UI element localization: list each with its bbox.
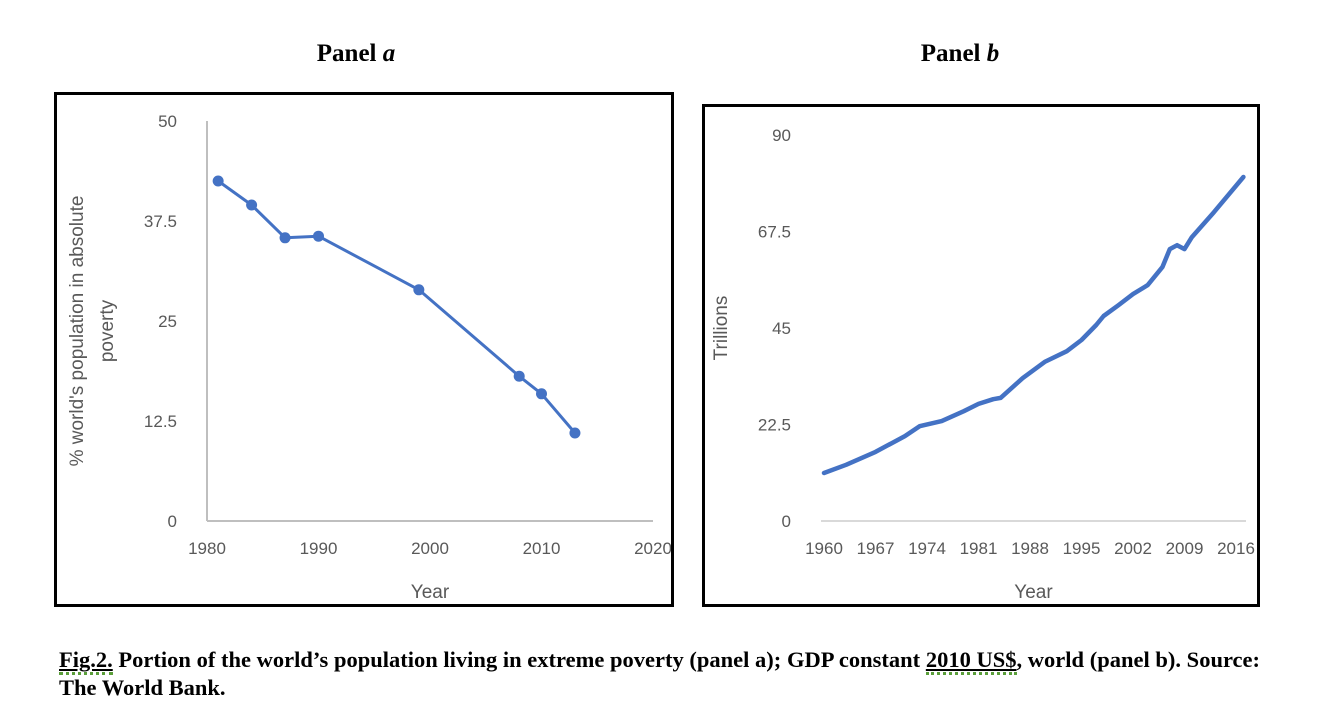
panel-b-title: Panel b	[810, 40, 1110, 68]
panel-b-title-prefix: Panel	[920, 40, 987, 67]
caption-underlined-currency: 2010 US$	[925, 647, 1017, 675]
y-tick-label: 37.5	[144, 212, 177, 231]
caption-fig-label: Fig.2.	[59, 647, 113, 675]
data-point	[313, 230, 324, 242]
y-tick-label: 12.5	[144, 412, 177, 431]
x-tick-label: 2000	[411, 539, 449, 558]
x-tick-label: 2002	[1114, 539, 1152, 558]
x-tick-label: 1980	[188, 539, 226, 558]
data-point	[569, 427, 581, 439]
caption-text-2: , world (panel b). Source: The World Ban…	[59, 647, 1261, 700]
y-tick-label: 0	[782, 512, 791, 531]
y-tick-label: 25	[158, 312, 177, 331]
panel-a-chart-frame: 0 12.5 25 37.5 50 1980 1990 2000 2010 2020 Year % w…	[54, 92, 674, 607]
x-tick-label: 1990	[300, 539, 338, 558]
data-point	[536, 388, 547, 400]
data-point	[212, 175, 224, 187]
x-tick-label: 2016	[1217, 539, 1255, 558]
x-tick-label: 1960	[805, 539, 843, 558]
y-axis-title-line-2: poverty	[97, 299, 118, 362]
panel-a-chart: 0 12.5 25 37.5 50 1980 1990 2000 2010 2020 Year % w…	[67, 112, 672, 603]
series-line	[821, 174, 1246, 476]
caption-text-1: Portion of the world’s population living…	[112, 647, 926, 672]
x-axis-title: Year	[411, 582, 450, 603]
y-tick-label: 50	[158, 112, 177, 131]
data-point	[513, 370, 525, 382]
x-tick-label: 2010	[523, 539, 561, 558]
y-axis-title: % world's population in absolute poverty	[67, 196, 118, 467]
x-tick-label: 2009	[1166, 539, 1204, 558]
y-axis-title-line-1: % world's population in absolute	[67, 196, 88, 467]
series-line	[216, 179, 577, 435]
panel-a-title-letter: a	[382, 40, 396, 67]
x-tick-label: 2020	[634, 539, 671, 558]
x-tick-label: 1974	[908, 539, 946, 558]
x-tick-label: 1967	[857, 539, 895, 558]
panel-b-title-letter: b	[986, 40, 1000, 67]
y-tick-label: 45	[772, 319, 791, 338]
panel-b-chart: 0 22.5 45 67.5 90 1960 1967 1974 1981 1988 1995 200…	[711, 126, 1255, 603]
x-tick-label: 1988	[1011, 539, 1049, 558]
panel-a-title: Panel a	[206, 40, 506, 68]
y-tick-label: 0	[168, 512, 177, 531]
panel-a-title-prefix: Panel	[316, 40, 383, 67]
y-tick-label: 67.5	[758, 223, 791, 242]
panel-b-chart-frame: 0 22.5 45 67.5 90 1960 1967 1974 1981 1988 1995 200…	[702, 104, 1260, 607]
y-axis-title: Trillions	[711, 296, 732, 361]
figure-caption: Fig.2. Portion of the world’s population…	[59, 646, 1260, 702]
data-point	[246, 199, 258, 211]
x-tick-label: 1995	[1063, 539, 1101, 558]
data-point	[279, 232, 291, 244]
data-point	[413, 284, 425, 296]
x-axis-title: Year	[1014, 582, 1053, 603]
y-tick-label: 22.5	[758, 416, 791, 435]
x-tick-label: 1981	[960, 539, 998, 558]
y-tick-label: 90	[772, 126, 791, 145]
